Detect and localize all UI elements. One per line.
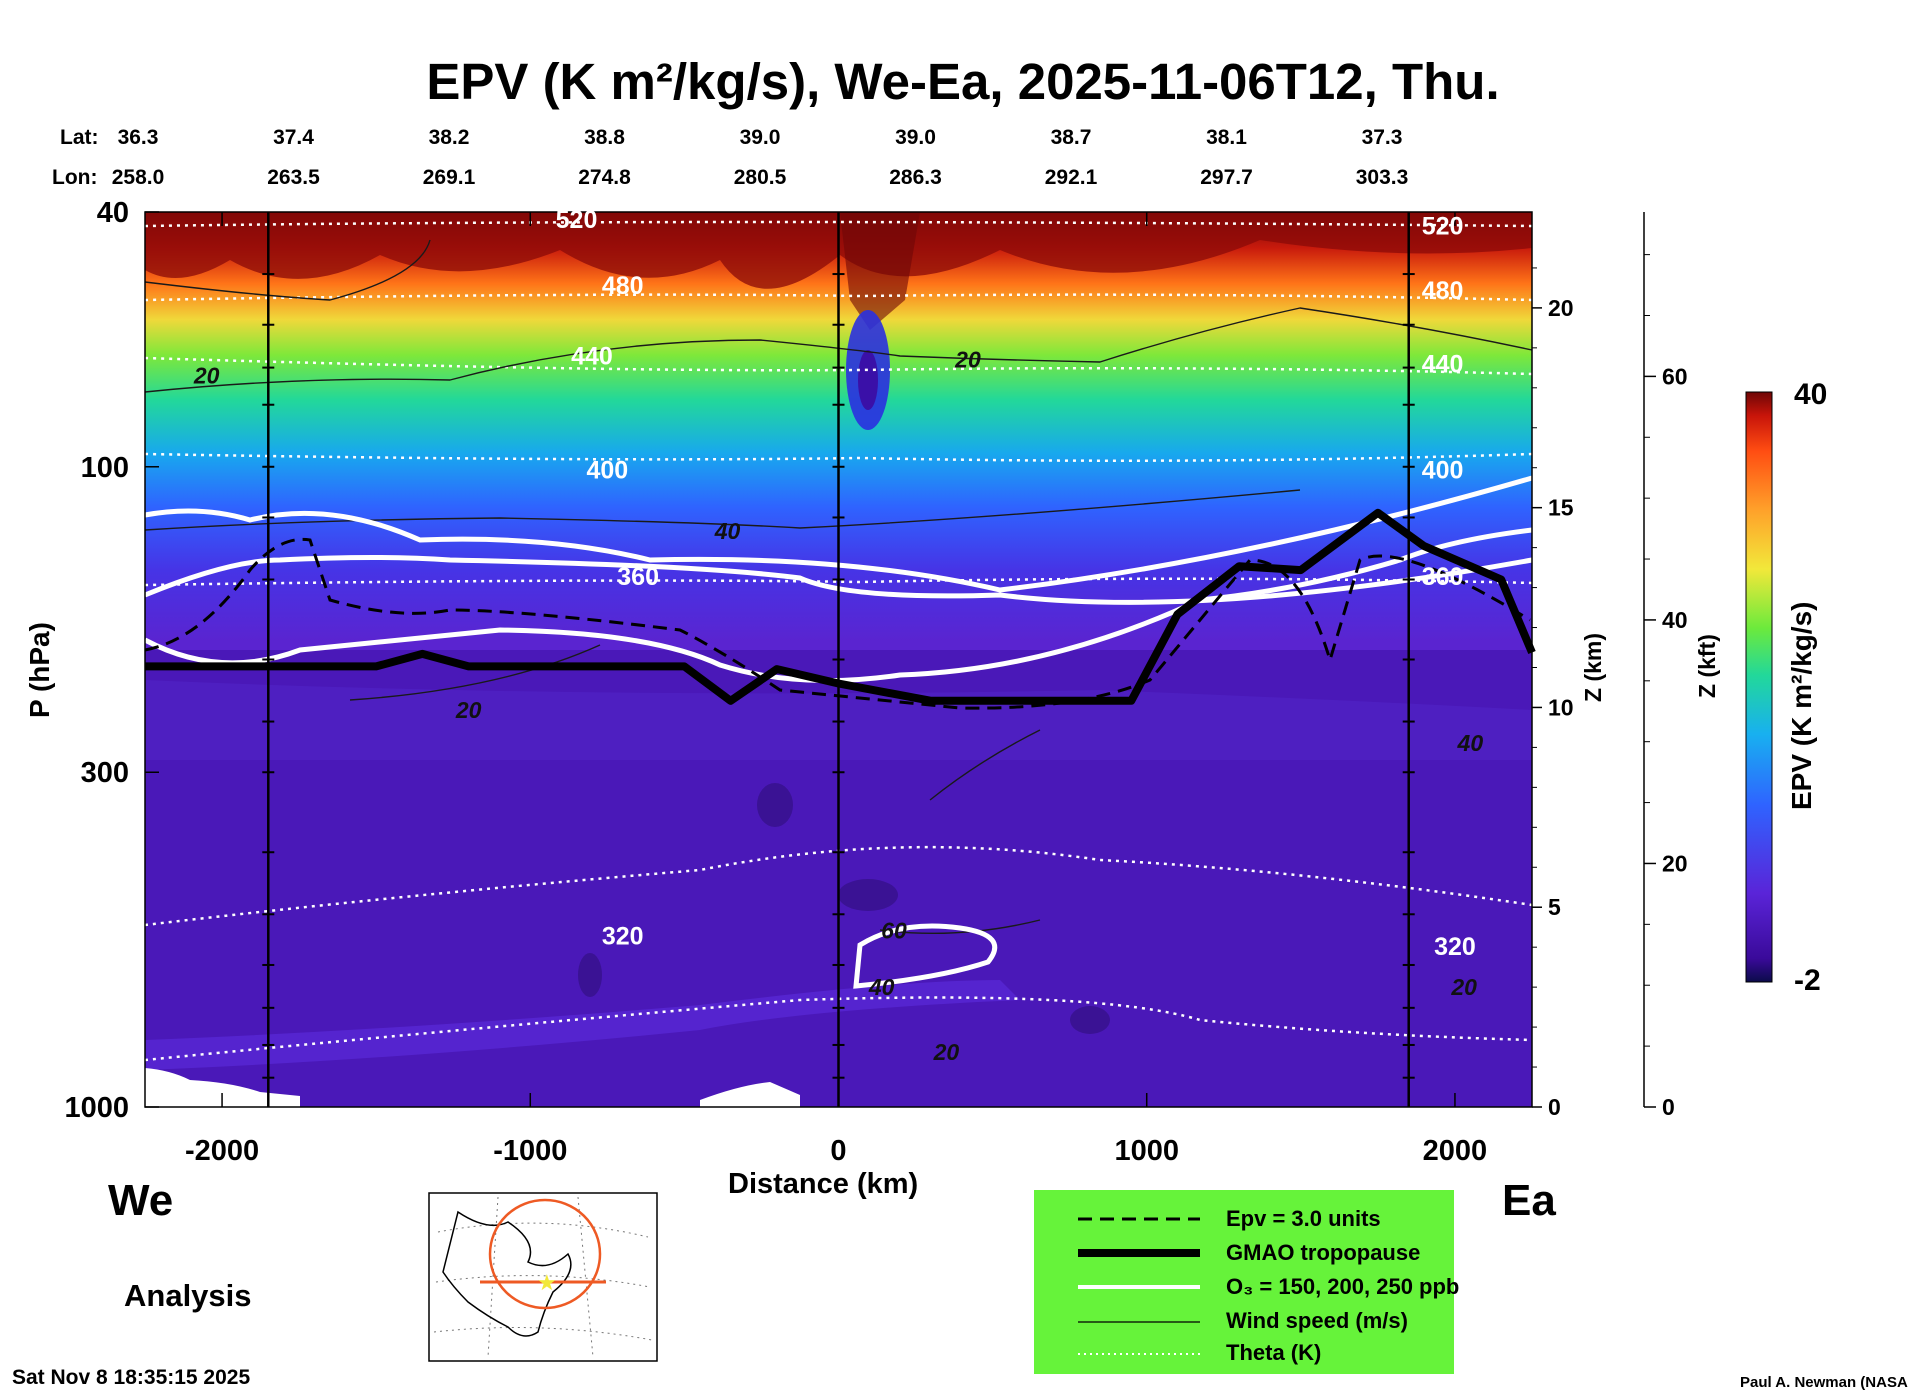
x-tick-label: 0 [830, 1135, 846, 1167]
thin-line-sample [1078, 1321, 1200, 1323]
lat-value: 38.1 [1206, 126, 1247, 149]
chart-title: EPV (K m²/kg/s), We-Ea, 2025-11-06T12, T… [426, 53, 1500, 110]
theta-labels: 520 480 440 400 360 320 520 480 440 400 360 320 [556, 206, 1476, 961]
center-star-icon: ★ [537, 1271, 557, 1296]
lon-value: 286.3 [889, 166, 942, 189]
lat-value: 39.0 [895, 126, 936, 149]
z-kft-tick-label: 20 [1662, 850, 1688, 876]
wind-label: 20 [455, 697, 482, 723]
white-line-sample [1078, 1285, 1200, 1289]
lat-value: 37.3 [1361, 126, 1403, 149]
z-km-tick-label: 20 [1548, 295, 1574, 321]
lon-value: 263.5 [267, 166, 320, 189]
z-kft-axis: 0 20 40 60 [1643, 212, 1688, 1120]
theta-label: 400 [1422, 457, 1464, 485]
theta-label: 440 [1422, 351, 1464, 379]
epv3-contour [144, 537, 1531, 710]
x-tick-label: 2000 [1423, 1135, 1488, 1167]
x-axis-title: Distance (km) [728, 1168, 919, 1200]
z-km-tick-label: 15 [1548, 495, 1574, 521]
lat-label: Lat: [60, 126, 99, 149]
wind-label: 20 [193, 362, 220, 388]
location-map-inset: ★ [428, 1192, 658, 1362]
lat-value: 38.2 [428, 126, 470, 149]
vertical-marker-lines [262, 212, 1415, 1107]
z-km-axis-title: Z (km) [1580, 633, 1606, 702]
theta-label: 440 [571, 342, 613, 370]
theta-label: 320 [1434, 933, 1476, 961]
z-kft-axis-title: Z (kft) [1694, 634, 1720, 698]
dashed-line-sample [1078, 1217, 1200, 1221]
thick-line-sample [1078, 1249, 1200, 1257]
legend: Epv = 3.0 units GMAO tropopause O₃ = 150… [1034, 1190, 1459, 1374]
wind-label: 40 [1457, 730, 1484, 756]
theta-label: 400 [586, 457, 628, 485]
lat-value: 37.4 [273, 126, 314, 149]
theta-label: 360 [1422, 563, 1464, 591]
wind-label: 60 [881, 917, 907, 943]
theta-label: 480 [1422, 277, 1464, 305]
p-tick-label: 100 [81, 452, 129, 484]
legend-item-theta: Theta (K) [1034, 1338, 1454, 1368]
theta-label: 520 [556, 206, 598, 234]
legend-item-ozone: O₃ = 150, 200, 250 ppb [1034, 1272, 1459, 1302]
wind-speed-contours [144, 239, 1533, 935]
dotted-line-sample [1078, 1353, 1200, 1355]
east-tag: Ea [1502, 1176, 1556, 1225]
p-axis-ticks: 40 100 300 1000 [64, 197, 159, 1124]
x-tick-label: -2000 [185, 1135, 259, 1167]
legend-item-epv: Epv = 3.0 units [1034, 1204, 1454, 1234]
wind-label: 20 [954, 347, 981, 373]
footer-timestamp: Sat Nov 8 18:35:15 2025 [12, 1366, 251, 1389]
lon-value: 269.1 [422, 166, 476, 189]
wind-label: 40 [868, 974, 895, 1000]
wind-label: 20 [1450, 974, 1477, 1000]
lat-value: 39.0 [739, 126, 781, 149]
p-tick-label: 40 [97, 197, 129, 229]
author-credit: Paul A. Newman (NASA [1740, 1374, 1908, 1391]
lon-value: 280.5 [733, 166, 787, 189]
colorbar-title: EPV (K m²/kg/s) [1786, 601, 1817, 810]
p-tick-label: 1000 [64, 1092, 129, 1124]
theta-label: 360 [617, 563, 659, 591]
lat-value: 38.7 [1050, 126, 1092, 149]
colorbar-min-label: -2 [1794, 964, 1821, 997]
lon-value: 297.7 [1200, 166, 1253, 189]
x-tick-label: 1000 [1114, 1135, 1179, 1167]
lon-value: 258.0 [111, 166, 165, 189]
theta-label: 320 [602, 923, 644, 951]
x-axis-ticks: -2000 -1000 0 1000 2000 [185, 212, 1487, 1167]
gmao-tropopause-line [145, 508, 1536, 705]
legend-item-tropopause: GMAO tropopause [1034, 1238, 1454, 1268]
z-km-tick-label: 0 [1548, 1094, 1561, 1120]
z-km-tick-label: 5 [1548, 894, 1561, 920]
west-tag: We [108, 1176, 174, 1225]
wind-labels: 20 20 40 20 40 60 40 20 20 [193, 347, 1484, 1065]
lon-value: 303.3 [1355, 166, 1409, 189]
analysis-label: Analysis [124, 1278, 252, 1313]
theta-contours [144, 220, 1533, 1062]
legend-item-wind: Wind speed (m/s) [1034, 1306, 1454, 1336]
north-america-outline-icon [442, 1210, 572, 1337]
colorbar [1745, 391, 1773, 983]
lon-value: 292.1 [1044, 166, 1098, 189]
z-kft-tick-label: 60 [1662, 363, 1688, 389]
wind-label: 20 [933, 1039, 960, 1065]
wind-label: 40 [714, 518, 741, 544]
lat-value: 38.8 [584, 126, 625, 149]
z-kft-tick-label: 0 [1662, 1094, 1675, 1120]
x-tick-label: -1000 [493, 1135, 567, 1167]
colorbar-max-label: 40 [1794, 378, 1828, 411]
theta-label: 520 [1422, 213, 1464, 241]
y-axis-title: P (hPa) [24, 622, 55, 718]
lon-label: Lon: [52, 166, 98, 189]
p-tick-label: 300 [81, 757, 129, 789]
lat-value: 36.3 [117, 126, 159, 149]
z-km-tick-label: 10 [1548, 694, 1574, 720]
lon-value: 274.8 [578, 166, 631, 189]
theta-label: 480 [602, 272, 644, 300]
z-kft-tick-label: 40 [1662, 607, 1688, 633]
z-km-axis: 0 5 10 15 20 [1532, 267, 1574, 1120]
